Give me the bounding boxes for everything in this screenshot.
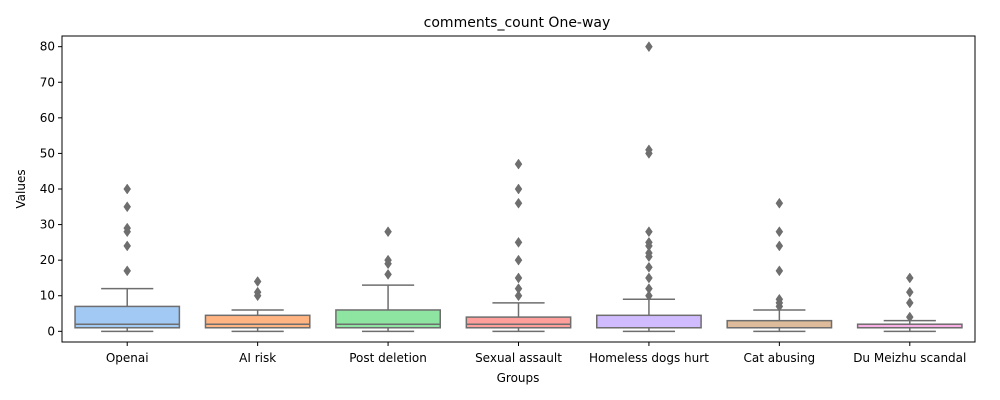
outlier-point [775,265,784,277]
outlier-point [253,276,262,287]
outlier-point [905,286,914,298]
x-tick-label: Post deletion [349,351,427,365]
outlier-point [514,236,523,248]
outlier-point [905,311,914,323]
box [465,316,572,329]
y-tick-label: 10 [40,289,55,303]
y-tick-label: 50 [40,146,55,160]
box-group [335,226,441,333]
outlier-point [123,201,132,213]
box [726,319,833,329]
outlier-point [645,247,653,259]
y-tick-label: 0 [47,324,55,338]
x-tick-label: Du Meizhu scandal [853,351,966,365]
box [204,314,311,329]
x-tick-label: AI risk [239,351,276,365]
outlier-point [645,236,653,248]
outlier-point [645,41,653,53]
outlier-point [514,158,523,170]
box-group [856,272,963,333]
outlier-point [645,290,653,302]
box-group [465,158,572,333]
x-tick-label: Openai [106,351,149,365]
outlier-point [645,261,653,273]
outlier-point [645,283,653,295]
x-tick-label: Homeless dogs hurt [589,351,709,365]
outlier-point [775,226,784,238]
box-group [204,276,311,333]
y-tick-label: 80 [40,40,55,54]
chart-title: comments_count One-way [424,15,611,31]
box [335,309,441,329]
outlier-point [645,226,653,238]
outlier-point [123,222,132,234]
x-tick-label: Sexual assault [475,351,562,365]
outlier-point [645,272,653,284]
plot-area [74,41,963,333]
outlier-point [384,226,392,238]
outlier-point [514,197,523,209]
y-axis-label: Values [14,169,28,208]
outlier-point [775,240,784,252]
outlier-point [514,272,523,284]
box-group [596,41,702,333]
outlier-point [514,283,523,295]
box [596,314,702,329]
y-tick-label: 30 [40,218,55,232]
outlier-point [123,240,132,252]
y-tick-label: 70 [40,75,55,89]
outlier-point [514,183,523,195]
x-axis-label: Groups [497,371,540,385]
outlier-point [905,297,914,309]
outlier-point [384,254,392,266]
y-tick-label: 40 [40,182,55,196]
outlier-point [123,183,132,195]
box [74,305,181,329]
outlier-point [905,272,914,284]
y-tick-label: 20 [40,253,55,267]
y-tick-label: 60 [40,111,55,125]
outlier-point [775,197,784,209]
outlier-point [253,286,262,298]
outlier-point [645,144,653,156]
x-tick-label: Cat abusing [744,351,816,365]
outlier-point [384,268,392,280]
outlier-point [514,290,523,302]
outlier-point [775,293,784,305]
outlier-point [123,265,132,277]
outlier-point [514,254,523,266]
box-group [726,197,833,333]
box-group [74,183,181,333]
